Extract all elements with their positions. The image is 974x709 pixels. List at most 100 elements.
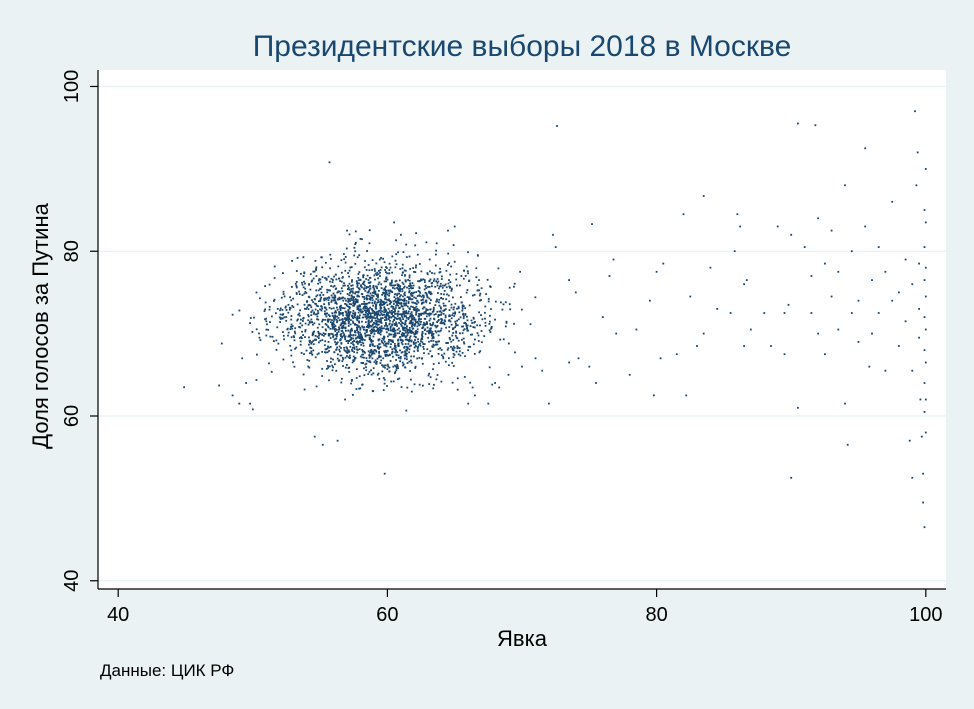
- data-point: [924, 221, 927, 224]
- data-point: [333, 323, 336, 326]
- data-point: [420, 321, 422, 323]
- data-point: [412, 324, 414, 327]
- data-point: [316, 315, 319, 318]
- data-point: [898, 291, 900, 294]
- data-point: [685, 394, 688, 397]
- data-point: [340, 335, 342, 337]
- data-point: [405, 310, 408, 312]
- data-point: [275, 349, 278, 351]
- data-point: [920, 435, 923, 438]
- data-point: [298, 290, 300, 293]
- data-point: [440, 349, 443, 351]
- data-point: [291, 286, 293, 288]
- data-point: [433, 383, 435, 386]
- data-point: [414, 244, 417, 247]
- data-point: [435, 341, 438, 344]
- data-point: [453, 315, 456, 317]
- data-point: [372, 335, 375, 338]
- data-point: [284, 305, 287, 308]
- data-point: [419, 280, 421, 282]
- data-point: [338, 319, 341, 322]
- data-point: [401, 316, 404, 319]
- data-point: [383, 337, 386, 340]
- data-point: [259, 297, 261, 300]
- data-point: [371, 308, 373, 311]
- data-point: [420, 312, 422, 315]
- data-point: [341, 377, 343, 380]
- data-point: [356, 291, 358, 293]
- data-point: [334, 273, 337, 276]
- data-point: [469, 381, 472, 384]
- data-point: [439, 310, 442, 313]
- data-point: [423, 352, 425, 354]
- data-point: [326, 360, 328, 362]
- data-point: [453, 306, 455, 309]
- data-point: [377, 323, 380, 326]
- data-point: [399, 268, 402, 270]
- data-point: [342, 326, 345, 328]
- data-point: [363, 284, 366, 287]
- data-point: [383, 325, 386, 327]
- data-point: [410, 390, 413, 393]
- data-point: [675, 353, 678, 356]
- data-point: [394, 345, 396, 347]
- data-point: [431, 285, 433, 288]
- data-point: [269, 321, 271, 323]
- data-point: [309, 341, 311, 344]
- data-point: [443, 352, 446, 355]
- data-point: [336, 306, 338, 309]
- data-point: [271, 315, 273, 318]
- data-point: [463, 376, 466, 378]
- data-point: [351, 290, 354, 293]
- data-point: [455, 324, 457, 327]
- data-point: [348, 275, 350, 278]
- data-point: [384, 355, 387, 358]
- data-point: [371, 316, 373, 319]
- data-point: [393, 347, 396, 350]
- data-point: [319, 298, 322, 300]
- data-point: [450, 340, 453, 343]
- data-point: [303, 303, 306, 306]
- data-point: [388, 269, 391, 271]
- data-point: [401, 313, 404, 315]
- data-point: [440, 293, 443, 295]
- data-point: [421, 341, 424, 344]
- data-point: [448, 262, 450, 265]
- data-point: [377, 296, 379, 299]
- data-point: [370, 351, 373, 353]
- data-point: [385, 322, 387, 324]
- data-point: [442, 313, 445, 315]
- data-point: [373, 321, 375, 324]
- data-point: [413, 291, 416, 294]
- data-point: [824, 353, 826, 356]
- data-point: [341, 318, 344, 320]
- data-point: [410, 311, 413, 313]
- data-point: [302, 373, 305, 376]
- data-point: [348, 318, 351, 321]
- data-point: [476, 332, 479, 335]
- data-point: [273, 265, 276, 268]
- data-point: [452, 244, 455, 246]
- data-point: [412, 308, 415, 311]
- data-point: [289, 328, 292, 330]
- data-point: [428, 312, 431, 315]
- data-point: [404, 352, 407, 355]
- data-point: [326, 351, 329, 354]
- data-point: [399, 318, 402, 321]
- data-point: [348, 288, 351, 291]
- data-point: [445, 298, 448, 301]
- data-point: [385, 291, 388, 294]
- data-point: [379, 307, 382, 309]
- data-point: [404, 302, 406, 305]
- data-point: [324, 297, 326, 300]
- data-point: [377, 293, 379, 296]
- data-point: [345, 351, 348, 353]
- data-point: [462, 313, 464, 316]
- data-point: [379, 321, 382, 324]
- data-point: [372, 284, 375, 287]
- data-point: [350, 334, 352, 337]
- data-point: [311, 279, 314, 282]
- data-point: [334, 341, 336, 343]
- data-point: [369, 325, 371, 328]
- data-point: [336, 321, 338, 324]
